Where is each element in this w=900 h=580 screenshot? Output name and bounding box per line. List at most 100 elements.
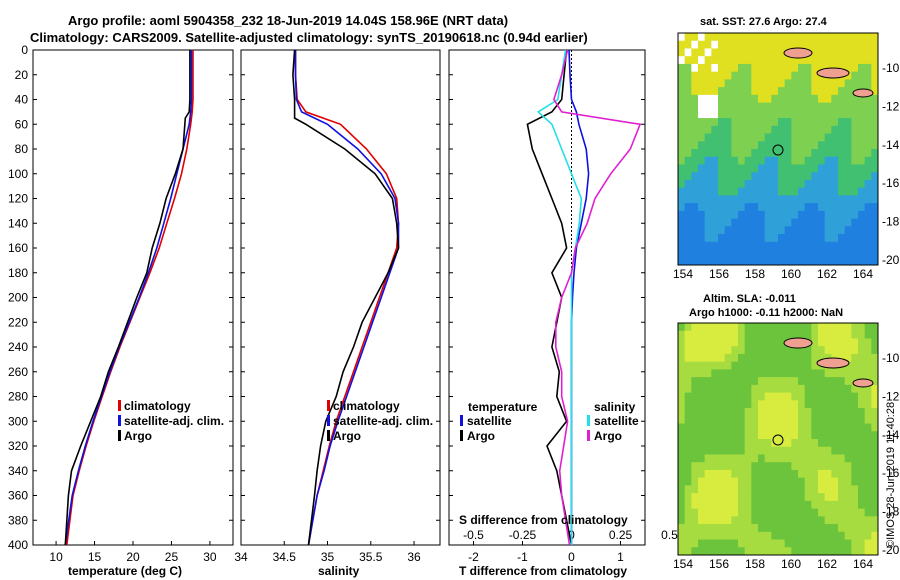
- map-cell: [791, 249, 799, 258]
- map-cell: [731, 118, 739, 127]
- map-cell: [758, 493, 766, 502]
- map-cell: [711, 439, 719, 448]
- map-cell: [778, 241, 786, 251]
- map-cell: [678, 179, 686, 189]
- map-cell: [678, 384, 686, 394]
- map-cell: [751, 195, 759, 204]
- map-cell: [704, 48, 712, 57]
- map-cell: [824, 431, 832, 440]
- legend-sal-title: salinity: [594, 400, 636, 414]
- legend-sat-label: satellite-adj. clim.: [333, 414, 433, 428]
- series-line-argo: [292, 49, 400, 546]
- map-cell: [738, 524, 746, 533]
- map-cell: [831, 408, 839, 417]
- x-tick-label: 34.5: [273, 550, 297, 564]
- timestamp: ©IMOS 28-Jun-2019 11:40:28: [885, 402, 897, 548]
- map-cell: [711, 377, 719, 386]
- map-cell: [691, 500, 699, 510]
- map-cell: [798, 210, 806, 220]
- map-cell: [844, 33, 852, 42]
- map-cell: [784, 508, 792, 517]
- map-cell: [798, 40, 806, 49]
- map-cell: [758, 469, 766, 479]
- map-cell: [738, 218, 746, 227]
- map-cell: [704, 79, 712, 88]
- map-cell: [844, 195, 852, 204]
- map-cell: [724, 110, 732, 119]
- map-cell: [684, 203, 692, 212]
- map-cell: [744, 469, 752, 479]
- map-cell: [731, 516, 739, 525]
- map-cell: [871, 195, 879, 204]
- map-cell: [738, 346, 746, 355]
- map-cell: [731, 338, 739, 347]
- map-cell: [684, 164, 692, 173]
- map-cell: [811, 547, 819, 556]
- map-cell: [818, 141, 826, 150]
- map-cell: [684, 524, 692, 533]
- sla-map: 154 156 158 160 162 164-10-12-14-16-18-20: [673, 322, 900, 571]
- x-tick-label: 15: [88, 550, 102, 564]
- map-cell: [711, 408, 719, 417]
- map-cell: [704, 56, 712, 65]
- map-cell: [824, 249, 832, 258]
- map-cell: [731, 40, 739, 49]
- map-cell: [871, 133, 879, 142]
- map-cell: [811, 164, 819, 173]
- map-cell: [871, 431, 879, 440]
- map-cell: [831, 516, 839, 525]
- map-cell: [724, 431, 732, 440]
- map-cell: [711, 400, 719, 409]
- map-cell: [818, 454, 826, 463]
- map-cell: [744, 369, 752, 378]
- map-cell: [751, 172, 759, 181]
- map-cell: [751, 249, 759, 258]
- map-cell: [758, 346, 766, 355]
- map-cell: [851, 469, 859, 479]
- map-cell: [758, 48, 766, 57]
- map-cell: [751, 431, 759, 440]
- map-cell: [731, 149, 739, 158]
- map-cell: [698, 164, 706, 173]
- map-cell: [791, 133, 799, 142]
- map-cell: [871, 218, 879, 227]
- map-cell: [798, 195, 806, 204]
- x-tick-label: 36: [407, 550, 421, 564]
- legend-clim-swatch: [118, 400, 121, 411]
- map-cell: [864, 539, 872, 548]
- map-cell: [791, 330, 799, 339]
- map-cell: [698, 377, 706, 386]
- map-lon-tick-label: 156: [709, 557, 729, 571]
- map-cell: [824, 94, 832, 104]
- map-cell: [678, 249, 686, 258]
- map-cell: [718, 361, 726, 370]
- map-cell: [718, 323, 726, 332]
- map-cell: [704, 330, 712, 339]
- legend-t-sat-label: satellite: [467, 414, 512, 428]
- map-cell: [871, 454, 879, 463]
- map-cell: [824, 346, 832, 355]
- map-cell: [744, 156, 752, 165]
- map-cell: [804, 485, 812, 494]
- map-cell: [804, 79, 812, 88]
- map-cell: [724, 40, 732, 49]
- map-cell: [824, 33, 832, 42]
- map-cell: [851, 149, 859, 158]
- map-cell: [864, 203, 872, 212]
- map-cell: [731, 110, 739, 119]
- map-cell: [704, 539, 712, 548]
- map-cell: [698, 118, 706, 127]
- map-cell: [751, 71, 759, 80]
- map-cell: [764, 361, 772, 370]
- map-cell: [771, 469, 779, 479]
- map-cell: [851, 33, 859, 42]
- map-cell: [711, 508, 719, 517]
- map-cell: [711, 431, 719, 440]
- map-cell: [698, 48, 706, 57]
- map-cell: [718, 241, 726, 251]
- map-cell: [824, 454, 832, 463]
- map-cell: [691, 56, 699, 65]
- map-cell: [711, 33, 719, 42]
- map-cell: [838, 392, 846, 401]
- map-cell: [684, 56, 692, 65]
